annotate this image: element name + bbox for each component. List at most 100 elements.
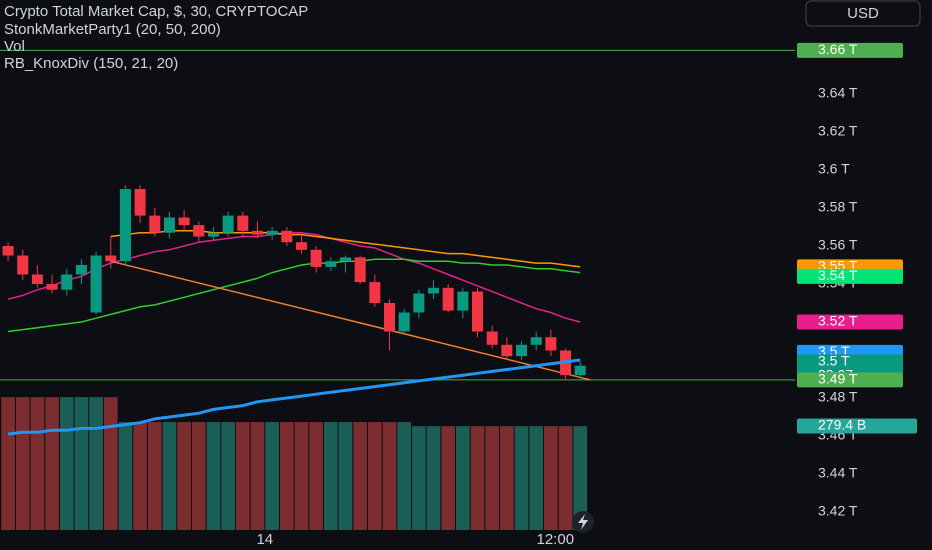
x-tick-label: 12:00 (537, 531, 575, 548)
candle-body (428, 287, 440, 294)
volume-bar (221, 422, 235, 530)
volume-label: 279.4 B (818, 417, 866, 433)
candle-body (574, 365, 586, 376)
price-label-box (797, 314, 903, 330)
volume-bar (338, 422, 353, 530)
candle-body (266, 230, 278, 235)
candle-body (413, 293, 425, 313)
volume-bar (118, 422, 133, 530)
candle-body (486, 331, 498, 345)
candle-body (383, 302, 395, 332)
candle-body (310, 249, 322, 267)
candle-body (457, 291, 469, 311)
indicator-line (110, 230, 581, 268)
y-tick-label: 3.58 T (818, 199, 858, 215)
volume-bar (147, 422, 162, 530)
lightning-icon (578, 514, 588, 530)
candle-body (75, 265, 87, 275)
volume-bar (162, 422, 177, 530)
price-label-box (797, 42, 903, 58)
candle-body (178, 217, 190, 226)
volume-bar (59, 397, 74, 530)
volume-bar (470, 426, 485, 530)
candle-body (149, 215, 161, 233)
volume-bar (265, 422, 279, 530)
volume-bar (309, 422, 323, 530)
y-tick-label: 3.56 T (818, 237, 858, 253)
price-label: 3.66 T (818, 41, 858, 57)
indicator-line (8, 258, 581, 333)
volume-bar (279, 422, 294, 530)
chart-title: Crypto Total Market Cap, $, 30, CRYPTOCA… (4, 3, 308, 20)
volume-bar (235, 422, 250, 530)
volume-bar (15, 397, 30, 530)
volume-bar (426, 426, 441, 530)
price-axis: 3.42 T3.44 T3.46 T3.48 T3.54 T3.56 T3.58… (256, 41, 917, 548)
price-label: 3.49 T (818, 371, 858, 387)
indicator-line (7, 231, 581, 323)
candle-body (295, 242, 307, 250)
volume-layer (1, 397, 588, 530)
y-tick-label: 3.64 T (818, 85, 858, 101)
volume-bar (133, 422, 147, 530)
volume-bar (177, 422, 191, 530)
currency-label[interactable]: USD (847, 5, 879, 22)
currency-button[interactable] (805, 0, 921, 27)
volume-bar (514, 426, 529, 530)
indicator-label: RB_KnoxDiv (150, 21, 20) (4, 55, 178, 72)
volume-bar (353, 422, 367, 530)
candle-body (354, 257, 366, 283)
volume-bar (367, 422, 382, 530)
divergence-line (110, 260, 591, 381)
candle-body (105, 255, 117, 262)
volume-bar (573, 426, 588, 530)
candle-body (46, 283, 58, 290)
price-label: 3.52 T (818, 313, 858, 329)
volume-bar (30, 397, 45, 530)
volume-bar (323, 422, 338, 530)
volume-bar (382, 422, 397, 530)
price-layer (0, 49, 795, 436)
candle-body (207, 232, 219, 237)
volume-bar (250, 422, 265, 530)
volume-bar (397, 422, 412, 530)
volume-bar (500, 426, 514, 530)
price-label: 3.5 T (818, 353, 850, 369)
x-tick-label: 14 (256, 531, 273, 548)
volume-bar (544, 426, 558, 530)
candle-body (31, 274, 43, 284)
volume-bar (45, 397, 59, 530)
candle-body (134, 189, 146, 216)
candle-body (472, 291, 484, 332)
candle-body (61, 274, 73, 290)
indicator-line (7, 358, 581, 436)
candle-body (369, 282, 381, 303)
candle-body (325, 261, 337, 267)
indicator-label: Vol (4, 38, 25, 55)
candle-body (222, 215, 234, 233)
y-tick-label: 3.44 T (818, 465, 858, 481)
candle-body (442, 287, 454, 311)
volume-bar (89, 397, 103, 530)
volume-bar (206, 422, 221, 530)
candle-body (163, 217, 175, 233)
candle-body (339, 257, 351, 262)
candle-body (193, 225, 205, 237)
y-tick-label: 3.62 T (818, 123, 858, 139)
candle-body (530, 337, 542, 345)
candle-body (281, 230, 293, 243)
volume-bar (456, 426, 470, 530)
volume-label-box (797, 418, 917, 434)
volume-bar (294, 422, 309, 530)
y-tick-label: 3.6 T (818, 161, 850, 177)
price-label-box (797, 372, 903, 388)
price-label: 3.54 T (818, 267, 858, 283)
volume-bar (441, 426, 456, 530)
volume-bar (529, 426, 544, 530)
volume-bar (412, 426, 426, 530)
y-tick-label: 3.48 T (818, 389, 858, 405)
candle-body (90, 255, 102, 313)
candle-body (516, 344, 528, 357)
volume-bar (1, 397, 15, 530)
